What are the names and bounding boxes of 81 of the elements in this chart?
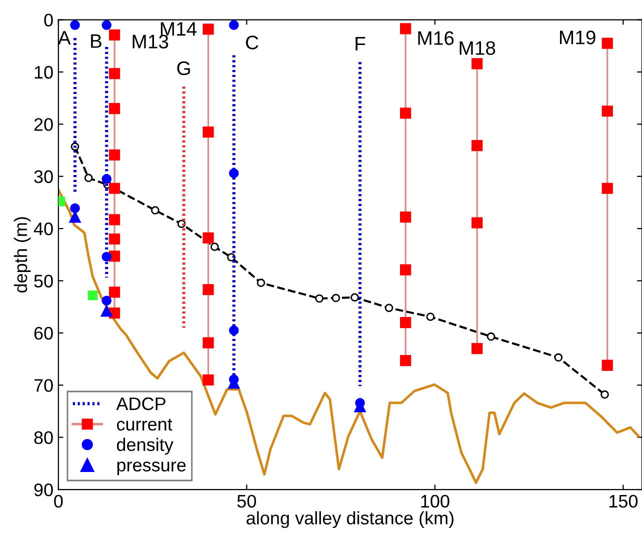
point [554,353,563,362]
legend-label: density [116,438,174,455]
point [102,252,112,262]
legend-label: ADCP [116,397,166,410]
point [108,182,120,194]
annotation: F [356,37,366,50]
point [332,294,340,302]
point [202,337,214,348]
point [350,293,359,302]
legend-label: current [116,418,172,431]
point [256,278,266,288]
point [384,304,394,312]
annotation: C [246,36,258,50]
annotation: M16 [418,31,454,45]
x-axis-title: along valley distance (km) [246,511,454,528]
point [108,149,120,161]
point [602,360,613,371]
point [602,38,613,49]
x-tick-label: 100 [421,494,450,508]
point [400,316,412,328]
y-tick-label: 20 [34,118,53,131]
annotation: M13 [132,34,168,48]
point [486,332,496,341]
point [202,126,214,138]
point [472,140,483,152]
point [472,343,483,354]
point [108,286,120,298]
point [400,355,412,366]
point [229,20,239,30]
point [70,20,80,30]
point [202,232,214,244]
point [84,174,93,182]
annotation: G [177,61,190,76]
point [600,390,609,399]
point [108,102,120,114]
point [70,203,80,214]
point [400,264,412,276]
point [100,304,113,317]
y-axis-title: depth (m) [14,217,31,293]
point [400,108,412,119]
point [202,24,214,35]
point [102,20,112,30]
point [229,325,239,336]
y-tick-label: 0 [44,14,53,27]
point [210,242,219,251]
line-series [58,188,640,484]
point [202,374,214,386]
point [602,106,613,117]
point [472,217,483,228]
y-tick-label: 80 [34,431,53,444]
point [400,212,412,223]
annotation: M19 [560,30,596,44]
y-tick-label: 90 [34,483,53,496]
point [108,214,120,226]
annotation: M18 [460,41,496,55]
point [426,312,435,321]
annotation: M14 [160,22,197,36]
y-tick-label: 10 [34,66,53,79]
x-tick-label: 150 [609,494,638,508]
point [102,174,112,184]
point [108,29,120,40]
x-tick-label: 50 [237,494,256,508]
point [202,284,214,296]
point [88,290,98,300]
point [151,206,160,214]
y-tick-label: 60 [34,326,53,340]
point [602,182,613,194]
point [400,23,412,34]
point [315,294,324,303]
annotation: B [91,34,102,48]
point [108,68,120,80]
y-tick-label: 40 [34,222,53,236]
point [229,168,239,178]
point [472,58,483,70]
point [102,296,112,306]
y-tick-label: 30 [34,170,53,184]
point [108,233,120,245]
legend-label: pressure [117,462,186,476]
y-tick-label: 50 [34,274,53,288]
x-tick-label: 0 [54,494,63,508]
y-tick-label: 70 [34,379,53,392]
